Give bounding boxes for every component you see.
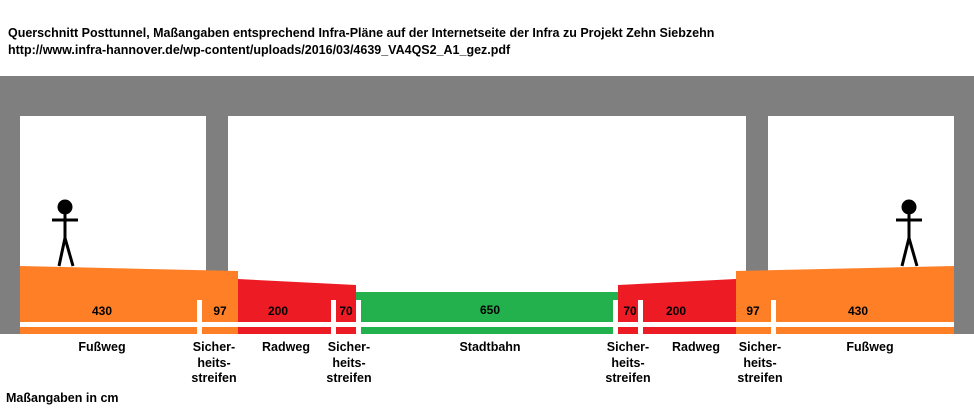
base-stripe bbox=[20, 322, 954, 327]
dimension-safety-3: 70 bbox=[623, 304, 637, 318]
pedestrian-left-icon bbox=[52, 199, 78, 267]
label-safety-4: Sicher-heits-streifen bbox=[737, 340, 783, 385]
bikeway-right bbox=[618, 279, 736, 334]
separator bbox=[356, 300, 361, 334]
pedestrian-right-icon bbox=[896, 199, 922, 267]
dimension-safety-4: 97 bbox=[746, 304, 760, 318]
dimension-sidewalk-left: 430 bbox=[92, 304, 112, 318]
label-radweg-right: Radweg bbox=[672, 340, 720, 354]
label-safety-3: Sicher-heits-streifen bbox=[605, 340, 651, 385]
footnote: Maßangaben in cm bbox=[6, 391, 119, 405]
separator bbox=[638, 300, 643, 334]
tunnel-pillar-right bbox=[746, 114, 768, 274]
tunnel-wall-right bbox=[954, 76, 974, 334]
separator bbox=[331, 300, 336, 334]
title-line-1: Querschnitt Posttunnel, Maßangaben entsp… bbox=[8, 26, 715, 40]
label-safety-2: Sicher-heits-streifen bbox=[326, 340, 372, 385]
separator bbox=[197, 300, 202, 334]
label-radweg-left: Radweg bbox=[262, 340, 310, 354]
dimension-bikeway-right: 200 bbox=[666, 304, 686, 318]
tunnel-pillar-left bbox=[206, 114, 228, 274]
dimension-safety-1: 97 bbox=[213, 304, 227, 318]
dimension-sidewalk-right: 430 bbox=[848, 304, 868, 318]
tunnel-wall-left bbox=[0, 76, 20, 334]
tunnel-roof-arch bbox=[228, 104, 744, 116]
sidewalk-right bbox=[736, 266, 954, 334]
label-fussweg-right: Fußweg bbox=[846, 340, 894, 354]
separator bbox=[613, 300, 618, 334]
separator bbox=[771, 300, 776, 334]
label-stadtbahn: Stadtbahn bbox=[459, 340, 521, 354]
dimension-safety-2: 70 bbox=[339, 304, 353, 318]
label-fussweg-left: Fußweg bbox=[78, 340, 126, 354]
sidewalk-left bbox=[20, 266, 238, 334]
dimension-bikeway-left: 200 bbox=[268, 304, 288, 318]
bikeway-left bbox=[238, 279, 356, 334]
title-line-2: http://www.infra-hannover.de/wp-content/… bbox=[8, 43, 511, 57]
dimension-tramway: 650 bbox=[480, 303, 500, 317]
label-safety-1: Sicher-heits-streifen bbox=[191, 340, 237, 385]
